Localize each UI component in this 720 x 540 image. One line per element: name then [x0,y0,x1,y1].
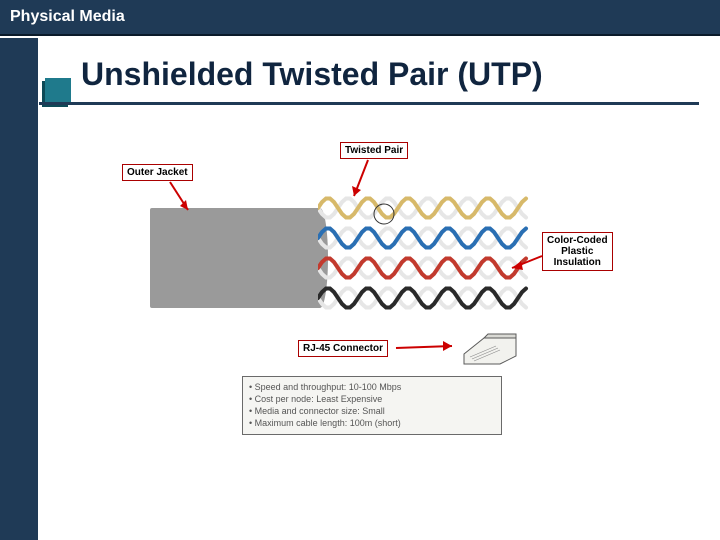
arrow-color-coded [506,248,546,278]
highlight-circle-icon [372,202,396,226]
label-outer-jacket: Outer Jacket [122,164,193,181]
label-twisted-pair: Twisted Pair [340,142,408,159]
label-rj45: RJ-45 Connector [298,340,388,357]
label-color-coded: Color-Coded Plastic Insulation [542,232,613,271]
title-underline [39,102,699,105]
side-accent-bar [0,38,38,540]
specs-box: Speed and throughput: 10-100 Mbps Cost p… [242,376,502,435]
slide-title: Unshielded Twisted Pair (UTP) [81,56,543,93]
header-title: Physical Media [10,8,125,26]
specs-row: Speed and throughput: 10-100 Mbps [249,381,495,393]
cable-jacket-shape [150,208,320,308]
arrow-twisted-pair [346,158,386,208]
slide-title-block: Unshielded Twisted Pair (UTP) [39,52,699,112]
specs-row: Media and connector size: Small [249,405,495,417]
specs-row: Maximum cable length: 100m (short) [249,417,495,429]
title-bullet [45,78,71,104]
arrow-rj45 [394,338,464,362]
arrow-outer-jacket [162,180,202,220]
header-bar: Physical Media [0,0,720,36]
specs-row: Cost per node: Least Expensive [249,393,495,405]
utp-diagram: Outer Jacket Twisted Pair Color-Coded Pl… [150,160,610,460]
rj45-connector-icon [460,330,520,368]
